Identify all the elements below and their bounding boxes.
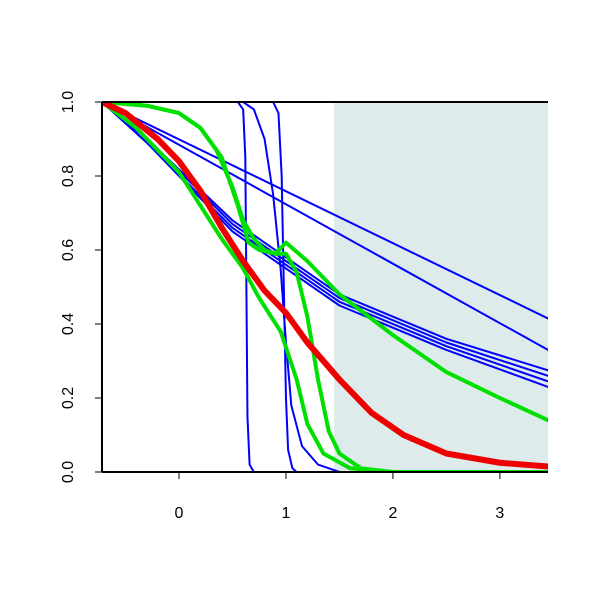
x-tick-label: 0	[175, 505, 184, 522]
series-line-6	[102, 102, 548, 388]
series-line-7	[102, 102, 548, 472]
y-tick-label: 0.4	[60, 313, 77, 335]
y-tick-label: 0.0	[60, 461, 77, 483]
series-line-1	[102, 102, 548, 320]
y-tick-label: 0.6	[60, 239, 77, 261]
shaded-region	[334, 102, 548, 472]
x-tick-label: 1	[282, 505, 291, 522]
y-tick-label: 1.0	[60, 91, 77, 113]
y-tick-label: 0.8	[60, 165, 77, 187]
x-tick-label: 2	[388, 505, 397, 522]
series-line-11	[102, 102, 548, 472]
y-tick-label: 0.2	[60, 387, 77, 409]
series-line-12	[102, 102, 548, 423]
plot-layer	[102, 102, 548, 472]
axis-layer: 0 1 2 3 0.0 0.2 0.4 0.6 0.8 1.0	[60, 91, 548, 522]
series-line-2	[102, 102, 548, 351]
x-tick-label: 3	[495, 505, 504, 522]
series-line-13	[102, 102, 548, 470]
